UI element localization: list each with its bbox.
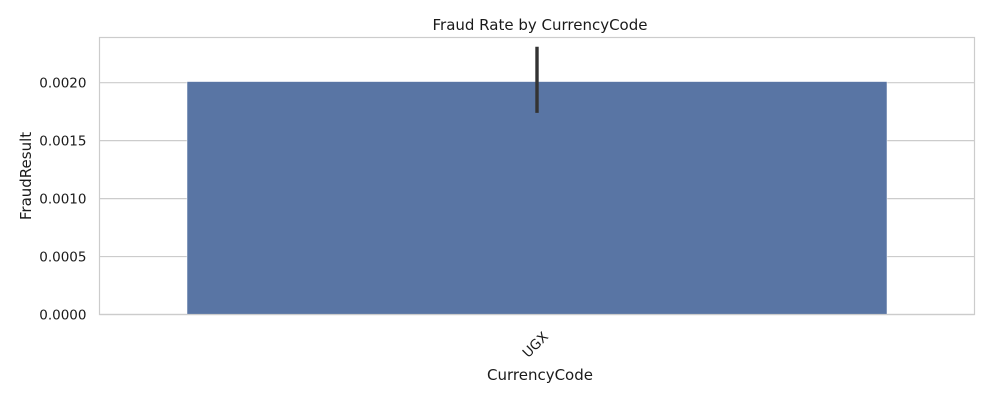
x-axis-label: CurrencyCode <box>487 366 593 384</box>
chart-title: Fraud Rate by CurrencyCode <box>432 16 647 34</box>
y-tick-label: 0.0010 <box>39 192 86 208</box>
y-tick-label: 0.0020 <box>39 76 86 92</box>
y-tick-label: 0.0005 <box>39 250 86 266</box>
y-axis-label: FraudResult <box>17 132 35 220</box>
plot-frame <box>98 36 976 316</box>
x-tick-labels: UGX <box>520 329 552 361</box>
x-tick-label: UGX <box>520 329 552 361</box>
y-tick-label: 0.0015 <box>39 134 86 150</box>
y-tick-labels: 0.0000 0.0005 0.0010 0.0015 0.0020 <box>39 76 86 324</box>
bar-ugx <box>186 81 888 315</box>
bar-layer <box>186 81 888 315</box>
y-tick-label: 0.0000 <box>39 308 86 324</box>
